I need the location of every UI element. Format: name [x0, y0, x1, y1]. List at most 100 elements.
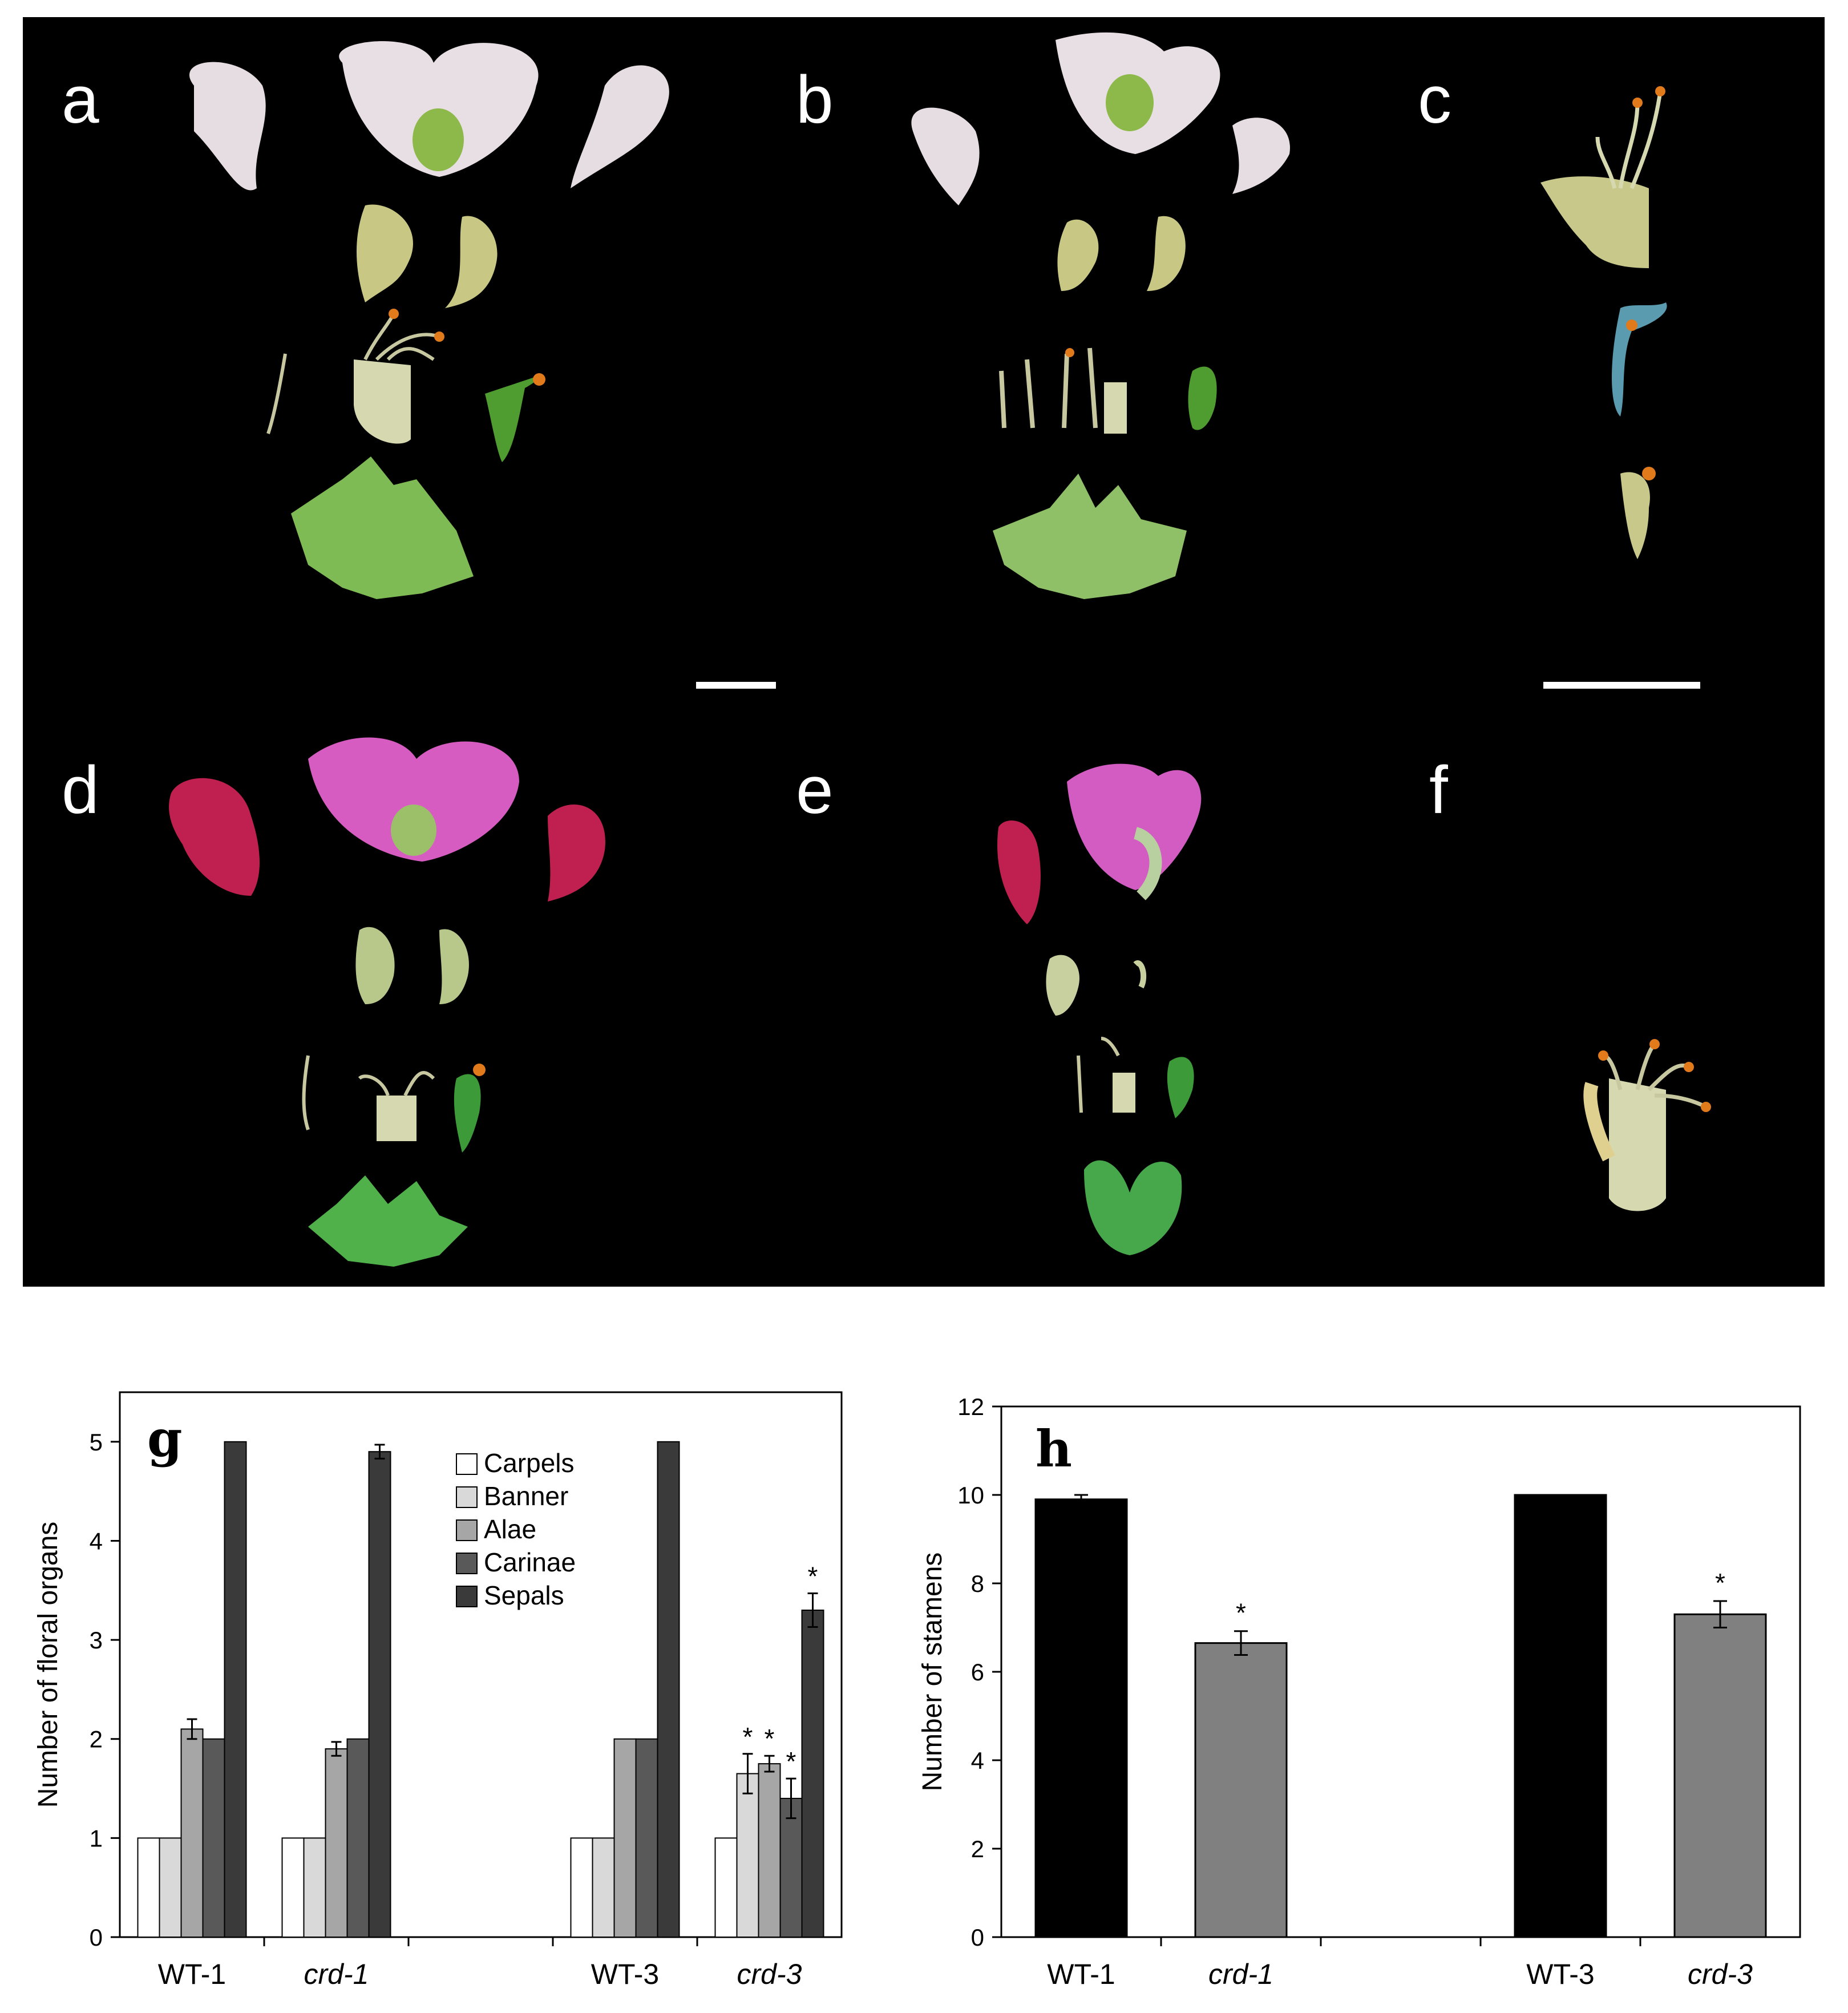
calyx [308, 1175, 468, 1267]
y-tick-label: 5 [90, 1429, 103, 1456]
legend-swatch [456, 1486, 478, 1508]
y-axis-label: Number of floral organs [33, 1522, 63, 1808]
panel-label-e: e [796, 753, 834, 828]
y-tick-label: 6 [971, 1659, 984, 1685]
bar [570, 1837, 593, 1938]
x-category-label: crd-1 [304, 1958, 369, 1990]
bar [1034, 1498, 1128, 1938]
stamen-tube [354, 359, 411, 444]
wing-petal [548, 805, 605, 902]
wing-petal [571, 65, 669, 188]
carpel [1167, 1057, 1194, 1118]
wing-petal [997, 820, 1041, 924]
plot-area [1000, 1405, 1801, 1938]
x-category-label: crd-1 [1208, 1958, 1273, 1990]
significance-star: * [786, 1747, 796, 1776]
bar [613, 1738, 637, 1938]
legend-label: Carinae [484, 1547, 576, 1577]
wing-petal [911, 107, 980, 205]
bar [1194, 1642, 1288, 1938]
keel-petal [439, 929, 469, 1004]
bar [635, 1738, 658, 1938]
legend-label: Carpels [484, 1448, 575, 1478]
bar [303, 1837, 326, 1938]
legend-label: Banner [484, 1481, 568, 1511]
x-category-label: crd-3 [1688, 1958, 1753, 1990]
bar [714, 1837, 738, 1938]
legend-swatch [456, 1519, 478, 1541]
wing-petal [1232, 118, 1290, 194]
bar [801, 1610, 824, 1938]
chart-floral-organs: 0 1 2 3 4 5 Number of floral organs g WT-1 crd-1 W… [0, 1329, 884, 2013]
y-tick-label: 0 [971, 1924, 984, 1951]
wing-petal [189, 62, 266, 191]
y-tick-label: 8 [971, 1570, 984, 1597]
panel-label-a: a [62, 62, 99, 138]
dissection-f [1583, 1039, 1711, 1211]
stamen-tube [1104, 382, 1127, 434]
keel-petal [1147, 216, 1186, 291]
significance-star: * [743, 1722, 753, 1752]
bar [368, 1451, 391, 1938]
legend-swatch [456, 1553, 478, 1574]
x-category-label: WT-1 [158, 1958, 226, 1990]
bar [202, 1738, 225, 1938]
panel-label-d: d [62, 753, 99, 828]
bar [325, 1748, 348, 1938]
banner-petal [308, 737, 519, 862]
x-category-label: WT-3 [1526, 1958, 1594, 1990]
dissection-e [997, 763, 1202, 1255]
panel-letter-h: h [1036, 1419, 1072, 1478]
panel-letter-g: g [147, 1409, 183, 1468]
significance-star: * [765, 1724, 775, 1753]
x-category-label: WT-3 [591, 1958, 659, 1990]
x-category-label: crd-3 [737, 1958, 802, 1990]
panel-label-f: f [1429, 753, 1448, 828]
calyx [1084, 1160, 1182, 1255]
y-tick-label: 0 [90, 1924, 103, 1951]
banner-petal [1067, 763, 1202, 890]
bar [736, 1773, 759, 1938]
dissection-c [1540, 86, 1667, 559]
y-tick-label: 12 [957, 1393, 984, 1420]
y-tick-label: 2 [90, 1726, 103, 1753]
stamen-tube [377, 1096, 416, 1141]
significance-star: * [1715, 1568, 1725, 1598]
y-tick-label: 4 [90, 1527, 103, 1554]
flower-photo-panel: a b c d e f [23, 17, 1825, 1287]
carpel [454, 1074, 481, 1153]
keel-petal [1057, 219, 1099, 291]
legend-label: Sepals [484, 1581, 564, 1610]
y-tick-label: 3 [90, 1627, 103, 1654]
keel-petal [355, 927, 395, 1004]
y-tick-label: 1 [90, 1825, 103, 1852]
scale-bar-left [696, 682, 776, 689]
bar [346, 1738, 370, 1938]
bar [224, 1441, 247, 1938]
calyx [291, 456, 474, 599]
carpel [1188, 366, 1217, 430]
y-tick-label: 4 [971, 1747, 984, 1774]
stamen-tube [1113, 1073, 1135, 1113]
banner-center [413, 108, 464, 171]
y-tick-label: 2 [971, 1836, 984, 1862]
wing-petal [169, 778, 260, 896]
dissection-d [169, 737, 605, 1267]
bar [159, 1837, 182, 1938]
legend-swatch [456, 1453, 478, 1475]
bar [758, 1763, 781, 1938]
bar [779, 1797, 803, 1938]
bar [592, 1837, 615, 1938]
bar [180, 1728, 204, 1938]
panel-label-b: b [796, 62, 834, 138]
carpel [485, 375, 541, 462]
bar [281, 1837, 305, 1938]
keel-petal [445, 216, 498, 308]
y-axis-label: Number of stamens [917, 1553, 948, 1792]
panel-label-c: c [1418, 62, 1451, 138]
bar [137, 1837, 160, 1938]
calyx [993, 474, 1187, 599]
significance-star: * [1236, 1598, 1246, 1628]
bar [1673, 1613, 1767, 1938]
x-category-label: WT-1 [1047, 1958, 1115, 1990]
